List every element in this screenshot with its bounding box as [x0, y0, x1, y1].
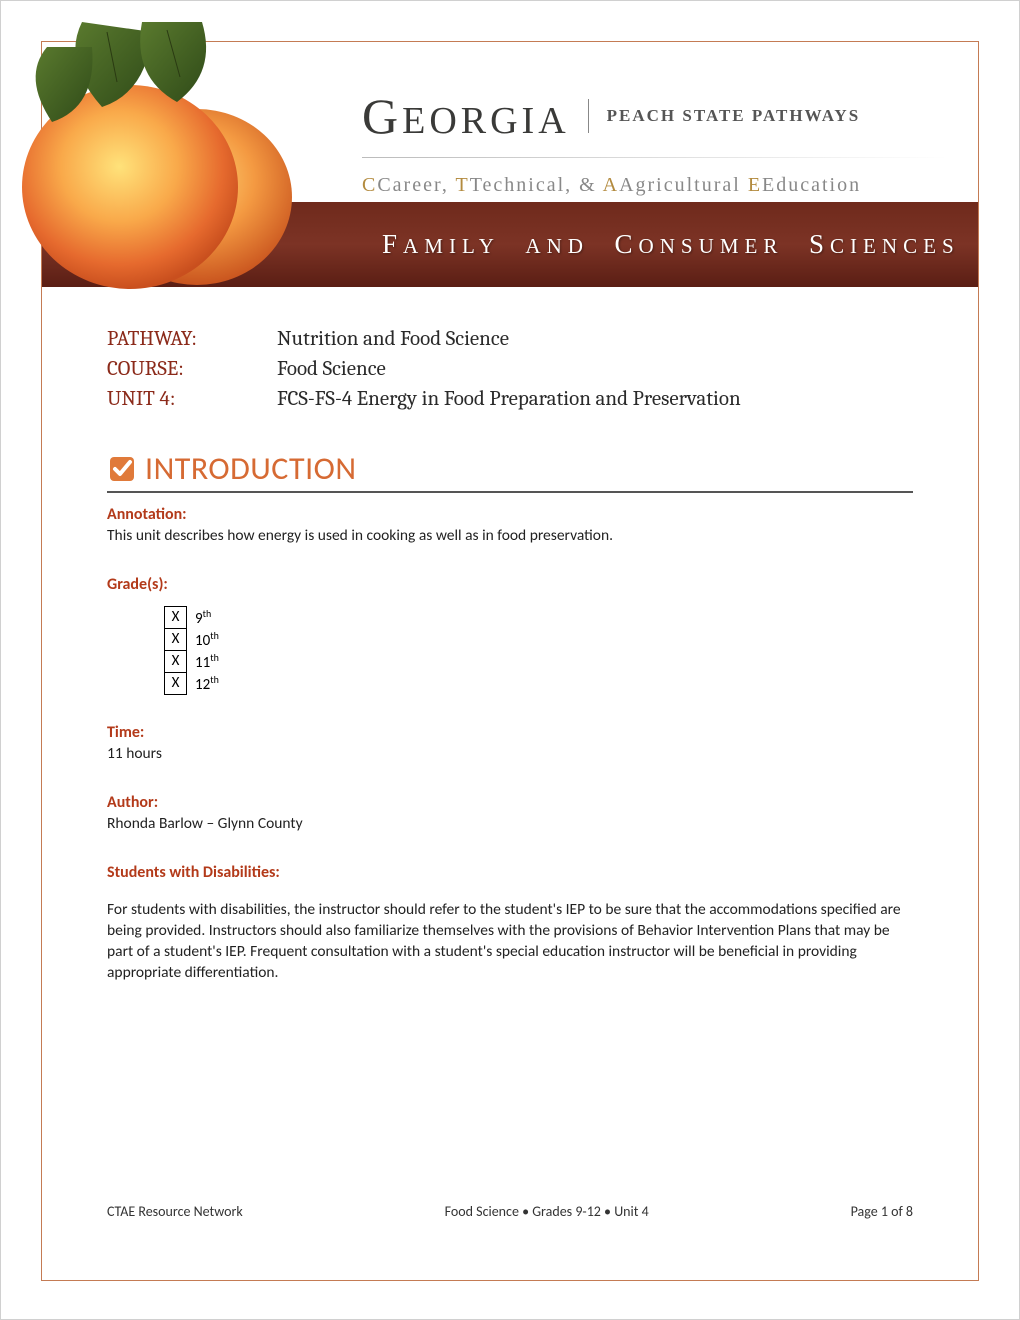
brand-title: GEORGIA — [362, 87, 570, 145]
tagline: CCareer, TTechnical, & AAgricultural EEd… — [362, 174, 861, 197]
section-title: INTRODUCTION — [145, 449, 357, 488]
unit-value: FCS-FS-4 Energy in Food Preparation and … — [277, 387, 741, 411]
peach-image — [12, 22, 322, 302]
grades-label: Grade(s): — [107, 575, 913, 594]
swd-label: Students with Disabilities: — [107, 863, 913, 882]
vertical-divider — [588, 99, 589, 133]
pathway-label: PATHWAY: — [107, 327, 277, 351]
grade-row: X 12th — [165, 672, 237, 694]
grade-label: 12th — [187, 672, 237, 694]
grade-row: X 11th — [165, 650, 237, 672]
pathway-row: PATHWAY: Nutrition and Food Science — [107, 327, 913, 351]
swd-text: For students with disabilities, the inst… — [107, 900, 913, 984]
author-value: Rhonda Barlow – Glynn County — [107, 814, 913, 835]
footer: CTAE Resource Network Food Science • Gra… — [107, 1203, 913, 1220]
author-label: Author: — [107, 793, 913, 812]
time-value: 11 hours — [107, 744, 913, 765]
document-page: GEORGIA PEACH STATE PATHWAYS CCareer, TT… — [0, 0, 1020, 1320]
footer-left: CTAE Resource Network — [107, 1203, 243, 1220]
pathway-value: Nutrition and Food Science — [277, 327, 509, 351]
content-area: PATHWAY: Nutrition and Food Science COUR… — [42, 287, 978, 983]
grades-table: X 9th X 10th X 11th X 12th — [164, 606, 237, 695]
course-row: COURSE: Food Science — [107, 357, 913, 381]
grade-mark: X — [165, 650, 187, 672]
annotation-text: This unit describes how energy is used i… — [107, 526, 913, 547]
page-border: GEORGIA PEACH STATE PATHWAYS CCareer, TT… — [41, 41, 979, 1281]
subject-title: FAMILY AND CONSUMER SCIENCES — [382, 229, 960, 260]
footer-right: Page 1 of 8 — [851, 1203, 913, 1220]
footer-center: Food Science • Grades 9-12 • Unit 4 — [445, 1203, 649, 1220]
time-label: Time: — [107, 723, 913, 742]
grade-row: X 9th — [165, 606, 237, 628]
brand-row: GEORGIA PEACH STATE PATHWAYS — [362, 87, 948, 145]
annotation-label: Annotation: — [107, 505, 913, 524]
section-header: INTRODUCTION — [107, 449, 913, 493]
header-rule — [362, 157, 948, 158]
grade-label: 11th — [187, 650, 237, 672]
course-label: COURSE: — [107, 357, 277, 381]
grade-mark: X — [165, 606, 187, 628]
grade-label: 9th — [187, 606, 237, 628]
unit-row: UNIT 4: FCS-FS-4 Energy in Food Preparat… — [107, 387, 913, 411]
grade-row: X 10th — [165, 628, 237, 650]
grade-label: 10th — [187, 628, 237, 650]
unit-label: UNIT 4: — [107, 387, 277, 411]
grade-mark: X — [165, 628, 187, 650]
grade-mark: X — [165, 672, 187, 694]
check-icon — [107, 454, 137, 484]
brand-subtitle: PEACH STATE PATHWAYS — [607, 106, 861, 126]
course-value: Food Science — [277, 357, 386, 381]
header: GEORGIA PEACH STATE PATHWAYS CCareer, TT… — [42, 42, 978, 287]
